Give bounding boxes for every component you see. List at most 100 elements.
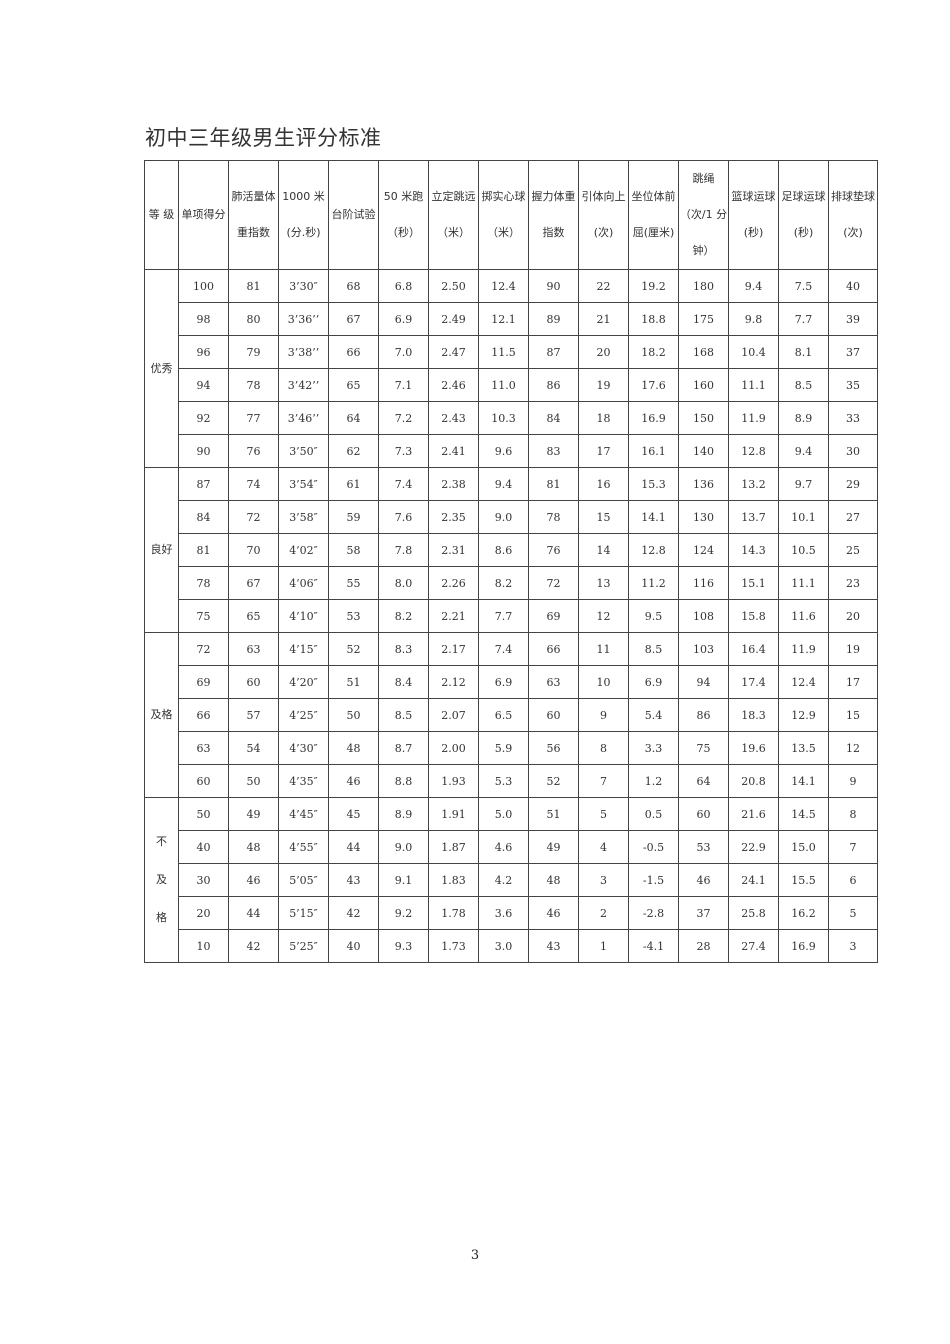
table-cell: 7 — [828, 830, 878, 864]
table-cell: 9.4 — [478, 467, 529, 501]
table-cell: 90 — [528, 269, 579, 303]
table-row: 10 42 5’25″ 40 9.3 1.73 3.0 43 1 -4.1 28 27.4 16.9 3 — [145, 929, 878, 963]
table-cell: 60 — [528, 698, 579, 732]
header-line: 单项得分 — [181, 208, 226, 221]
table-cell: 168 — [678, 335, 729, 369]
table-cell: -2.8 — [628, 896, 679, 930]
column-header: 单项得分 — [178, 160, 229, 270]
table-cell: 5.4 — [628, 698, 679, 732]
header-line: (分.秒) — [286, 226, 321, 239]
table-cell: 78 — [178, 566, 229, 600]
table-cell: -1.5 — [628, 863, 679, 897]
header-line: 握力体重 — [531, 190, 576, 203]
table-cell: 8.5 — [378, 698, 429, 732]
table-cell: 16.9 — [778, 929, 829, 963]
table-cell: 87 — [528, 335, 579, 369]
table-cell: 5’25″ — [278, 929, 329, 963]
table-cell: -4.1 — [628, 929, 679, 963]
table-cell: 2.00 — [428, 731, 479, 765]
grade-label: 良好 — [150, 543, 173, 556]
column-header: 篮球运球 (秒) — [728, 160, 779, 270]
table-cell: 58 — [328, 533, 379, 567]
table-cell: 52 — [528, 764, 579, 798]
table-cell: 4’55″ — [278, 830, 329, 864]
column-header: 50 米跑 （秒） — [378, 160, 429, 270]
table-cell: 9.2 — [378, 896, 429, 930]
table-cell: 43 — [328, 863, 379, 897]
table-cell: 25 — [828, 533, 878, 567]
table-cell: 72 — [528, 566, 579, 600]
table-cell: 53 — [328, 599, 379, 633]
table-cell: 3.6 — [478, 896, 529, 930]
table-cell: 11.9 — [778, 632, 829, 666]
table-cell: 19 — [828, 632, 878, 666]
table-cell: 1.87 — [428, 830, 479, 864]
table-cell: 15.5 — [778, 863, 829, 897]
table-cell: 21 — [578, 302, 629, 336]
table-cell: 6 — [828, 863, 878, 897]
table-cell: 0.5 — [628, 797, 679, 831]
table-cell: 5 — [828, 896, 878, 930]
table-cell: 124 — [678, 533, 729, 567]
table-cell: 79 — [228, 335, 279, 369]
table-cell: 7 — [578, 764, 629, 798]
column-header: 立定跳远 （米） — [428, 160, 479, 270]
table-cell: 60 — [178, 764, 229, 798]
table-cell: 8.3 — [378, 632, 429, 666]
table-cell: 1.2 — [628, 764, 679, 798]
table-cell: 27 — [828, 500, 878, 534]
table-cell: 20 — [178, 896, 229, 930]
table-cell: 61 — [328, 467, 379, 501]
table-cell: 65 — [228, 599, 279, 633]
table-cell: 66 — [328, 335, 379, 369]
grade-label: 优秀 — [150, 361, 173, 375]
table-cell: 4’45″ — [278, 797, 329, 831]
table-cell: 44 — [228, 896, 279, 930]
table-cell: 10.4 — [728, 335, 779, 369]
table-cell: 8.1 — [778, 335, 829, 369]
table-cell: 54 — [228, 731, 279, 765]
table-cell: 27.4 — [728, 929, 779, 963]
table-cell: 87 — [178, 467, 229, 501]
table-cell: 3’50″ — [278, 434, 329, 468]
table-cell: 7.6 — [378, 500, 429, 534]
table-cell: 4.2 — [478, 863, 529, 897]
table-cell: 18.3 — [728, 698, 779, 732]
table-row: 84 72 3’58″ 59 7.6 2.35 9.0 78 15 14.1 130 13.7 10.1… — [145, 500, 878, 534]
table-cell: 46 — [678, 863, 729, 897]
header-line: （米） — [437, 226, 470, 239]
table-cell: 78 — [528, 500, 579, 534]
header-line: 重指数 — [237, 226, 270, 239]
table-row: 优秀 100 81 3’30″ 68 6.8 2.50 12.4 90 22 19.2 180 9.4 7… — [144, 269, 878, 468]
column-header: 等 级 — [144, 160, 179, 270]
grade-label: 及 — [156, 873, 167, 886]
table-cell: 15 — [578, 500, 629, 534]
table-cell: 57 — [228, 698, 279, 732]
table-cell: 1.83 — [428, 863, 479, 897]
table-cell: 16 — [578, 467, 629, 501]
table-cell: 96 — [178, 335, 229, 369]
column-header: 台阶试验 — [328, 160, 379, 270]
table-cell: 43 — [528, 929, 579, 963]
table-cell: 7.7 — [478, 599, 529, 633]
table-cell: 7.3 — [378, 434, 429, 468]
table-row: 69 60 4’20″ 51 8.4 2.12 6.9 63 10 6.9 94 17.4 12.4 17 — [145, 665, 878, 699]
table-cell: 50 — [178, 797, 229, 831]
table-cell: 72 — [178, 632, 229, 666]
table-cell: 46 — [228, 863, 279, 897]
grade-label: 及格 — [150, 708, 173, 721]
table-cell: 5’05″ — [278, 863, 329, 897]
header-line: 肺活量体 — [231, 190, 276, 203]
table-cell: 5 — [578, 797, 629, 831]
table-cell: 68 — [328, 269, 379, 303]
table-cell: 84 — [178, 500, 229, 534]
table-cell: 19.2 — [628, 269, 679, 303]
header-line: 跳绳 — [692, 172, 715, 185]
table-row: 良好 87 74 3’54″ 61 7.4 2.38 9.4 81 16 15.3 136 13.2 9.… — [144, 467, 878, 633]
table-cell: 16.1 — [628, 434, 679, 468]
header-line: 等 级 — [148, 208, 175, 221]
table-cell: 8.9 — [778, 401, 829, 435]
table-cell: 86 — [678, 698, 729, 732]
table-cell: 3’46’’ — [278, 401, 329, 435]
table-cell: 48 — [528, 863, 579, 897]
